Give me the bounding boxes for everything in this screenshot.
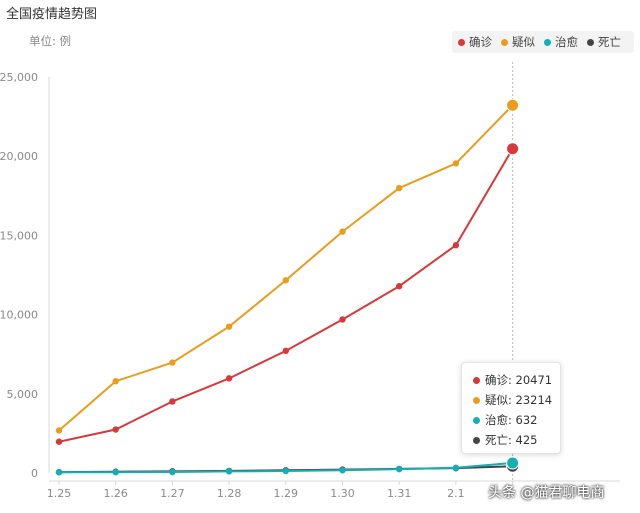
legend-label-confirmed: 确诊 xyxy=(469,35,492,49)
data-point-confirmed xyxy=(282,347,289,355)
x-tick-label: 1.28 xyxy=(217,487,242,500)
data-point-suspected xyxy=(452,160,460,167)
tooltip-dot-suspected xyxy=(473,396,480,404)
data-point-cured xyxy=(169,468,176,476)
legend: 确诊 疑似 治愈 死亡 xyxy=(452,31,634,53)
data-point-suspected xyxy=(225,323,233,330)
data-point-suspected xyxy=(112,378,119,385)
tooltip-dot-cured xyxy=(473,416,480,424)
legend-item-dead[interactable]: 死亡 xyxy=(587,34,621,50)
watermark: 头条 @猫君聊电商 xyxy=(488,485,605,501)
tooltip-dot-confirmed xyxy=(473,376,480,384)
data-point-confirmed xyxy=(169,398,176,405)
x-tick-label: 1.30 xyxy=(330,487,355,500)
legend-dot-cured xyxy=(544,38,551,46)
y-tick-label: 20,000 xyxy=(0,150,38,163)
data-point-suspected xyxy=(282,277,289,284)
data-point-cured xyxy=(506,456,520,470)
y-tick-label: 0 xyxy=(31,467,38,480)
data-point-cured xyxy=(339,467,346,474)
data-point-cured xyxy=(112,468,119,476)
data-point-suspected xyxy=(396,184,403,192)
series-line-suspected xyxy=(58,104,514,432)
legend-item-cured[interactable]: 治愈 xyxy=(544,34,578,50)
data-point-confirmed xyxy=(506,142,520,156)
data-point-confirmed xyxy=(339,316,346,323)
data-point-suspected xyxy=(55,427,63,434)
x-tick-label: 1.26 xyxy=(103,487,128,500)
legend-label-dead: 死亡 xyxy=(598,35,621,49)
chart-title: 全国疫情趋势图 xyxy=(6,7,98,22)
x-tick-label: 1.27 xyxy=(160,487,185,500)
data-point-confirmed xyxy=(452,242,460,249)
data-point-cured xyxy=(225,468,233,475)
data-point-suspected xyxy=(169,359,176,366)
tooltip-text-suspected: 疑似: 23214 xyxy=(485,393,553,407)
legend-label-suspected: 疑似 xyxy=(512,35,535,49)
data-point-cured xyxy=(282,467,289,475)
tooltip-text-cured: 治愈: 632 xyxy=(485,413,538,427)
data-point-cured xyxy=(55,469,63,476)
series-line-confirmed xyxy=(58,148,514,443)
y-tick-label: 25,000 xyxy=(0,71,38,84)
data-point-cured xyxy=(396,465,403,473)
data-point-confirmed xyxy=(225,375,233,382)
tooltip-row-cured: 治愈: 632 xyxy=(473,410,560,430)
legend-dot-dead xyxy=(587,38,594,46)
tooltip-text-dead: 死亡: 425 xyxy=(485,433,538,447)
tooltip-row-dead: 死亡: 425 xyxy=(473,430,560,450)
x-tick-label: 2.1 xyxy=(447,487,465,500)
legend-item-confirmed[interactable]: 确诊 xyxy=(458,34,492,50)
legend-dot-confirmed xyxy=(458,38,465,46)
tooltip-dot-dead xyxy=(473,436,480,444)
legend-label-cured: 治愈 xyxy=(555,35,578,49)
tooltip-text-confirmed: 确诊: 20471 xyxy=(485,373,553,387)
unit-label: 单位: 例 xyxy=(29,34,72,48)
tooltip-row-suspected: 疑似: 23214 xyxy=(473,390,560,410)
x-tick-label: 1.31 xyxy=(387,487,412,500)
tooltip: 确诊: 20471 疑似: 23214 治愈: 632 死亡: 425 xyxy=(461,362,561,454)
x-tick-label: 1.25 xyxy=(47,487,72,500)
x-tick-label: 1.29 xyxy=(274,487,299,500)
data-point-confirmed xyxy=(112,426,119,433)
data-point-confirmed xyxy=(55,438,63,445)
data-point-cured xyxy=(452,464,460,472)
data-point-suspected xyxy=(506,98,520,112)
legend-dot-suspected xyxy=(501,38,508,46)
y-tick-label: 15,000 xyxy=(0,229,38,242)
y-tick-label: 5,000 xyxy=(7,388,39,401)
y-tick-label: 10,000 xyxy=(0,309,38,322)
data-point-suspected xyxy=(339,228,346,235)
data-point-confirmed xyxy=(396,283,403,290)
tooltip-row-confirmed: 确诊: 20471 xyxy=(473,370,560,390)
legend-item-suspected[interactable]: 疑似 xyxy=(501,34,535,50)
